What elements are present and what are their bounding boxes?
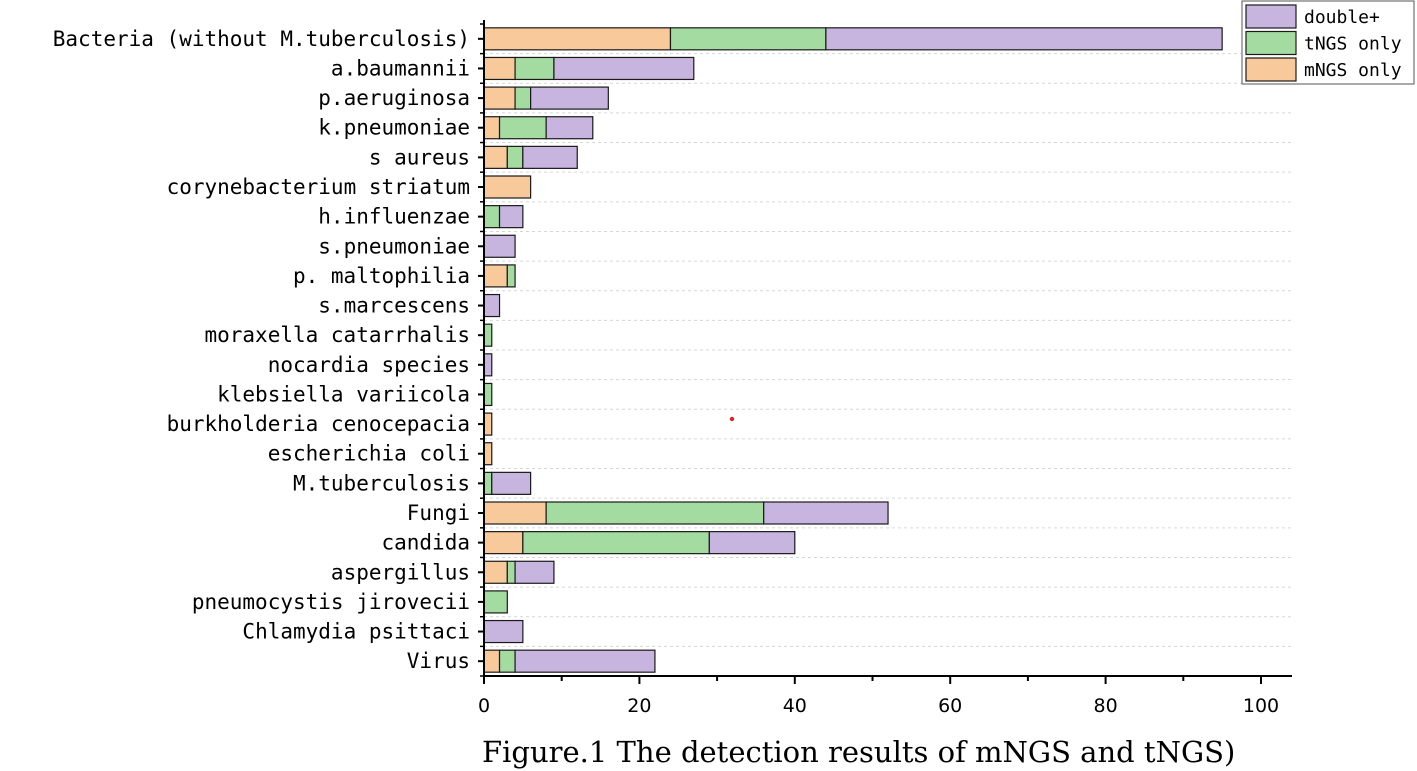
bar-segment-mngs-only xyxy=(483,649,501,673)
x-tick-label: 60 xyxy=(938,695,962,717)
bar-segment-tngs-only xyxy=(506,264,516,288)
bar-segment-mngs-only xyxy=(483,560,508,584)
bar-segment-double- xyxy=(530,86,609,110)
x-tick-label: 20 xyxy=(627,695,651,717)
bar-segment-tngs-only xyxy=(506,145,524,169)
bar-segment-tngs-only xyxy=(498,649,516,673)
bar-segment-mngs-only xyxy=(483,442,493,466)
bar-segment-tngs-only xyxy=(514,86,532,110)
legend-swatch xyxy=(1245,4,1297,29)
bar-segment-mngs-only xyxy=(483,501,547,525)
bar-segment-tngs-only xyxy=(506,560,516,584)
bar-segment-double- xyxy=(483,234,516,258)
bar-segment-tngs-only xyxy=(483,205,501,229)
bar-segment-mngs-only xyxy=(483,56,516,81)
bar-segment-mngs-only xyxy=(483,145,508,169)
bar-segment-tngs-only xyxy=(498,116,547,140)
category-label: aspergillus xyxy=(331,560,470,584)
bar-segment-double- xyxy=(708,531,796,555)
legend-label: double+ xyxy=(1304,7,1380,28)
category-label: s aureus xyxy=(369,145,470,169)
category-label: M.tuberculosis xyxy=(293,471,470,495)
category-label: Virus xyxy=(407,649,470,673)
bar-segment-double- xyxy=(483,353,493,377)
category-label: Bacteria (without M.tuberculosis) xyxy=(53,27,470,51)
bar-segment-tngs-only xyxy=(522,531,710,555)
x-tick-label: 40 xyxy=(783,695,807,717)
category-label: Fungi xyxy=(407,501,470,525)
bar-segment-double- xyxy=(545,116,594,140)
bar-segment-mngs-only xyxy=(483,116,501,140)
category-label: escherichia coli xyxy=(268,442,470,466)
category-label: s.pneumoniae xyxy=(318,234,470,258)
category-label: p. maltophilia xyxy=(293,264,470,288)
axes: 0 20 40 60 80 100 xyxy=(478,20,1292,717)
bar-segment-double- xyxy=(514,649,656,673)
category-label: nocardia species xyxy=(268,353,470,377)
bar-segment-tngs-only xyxy=(483,382,493,407)
bar-segment-double- xyxy=(498,205,524,229)
category-label: h.influenzae xyxy=(318,205,470,229)
bar-segment-double- xyxy=(514,560,555,584)
category-label: moraxella catarrhalis xyxy=(204,323,470,347)
bar-segment-mngs-only xyxy=(483,86,516,110)
category-label: Chlamydia psittaci xyxy=(242,620,470,644)
bar-segment-mngs-only xyxy=(483,531,524,555)
bar-segment-double- xyxy=(483,293,501,318)
bar-segment-mngs-only xyxy=(483,412,493,436)
bar-segment-double- xyxy=(763,501,889,525)
bar-segment-mngs-only xyxy=(483,175,532,199)
category-label: burkholderia cenocepacia xyxy=(167,412,470,436)
x-tick-label: 80 xyxy=(1094,695,1118,717)
legend-swatch xyxy=(1245,30,1297,56)
bar-segment-double- xyxy=(825,27,1223,51)
bar-segment-tngs-only xyxy=(545,501,765,525)
x-tick-label: 100 xyxy=(1243,695,1279,717)
category-label: candida xyxy=(381,531,470,555)
bar-segment-tngs-only xyxy=(669,27,827,51)
bar-segment-tngs-only xyxy=(483,323,493,347)
bar-segment-tngs-only xyxy=(483,471,493,495)
legend-swatch xyxy=(1245,57,1297,82)
legend-label: tNGS only xyxy=(1304,34,1402,55)
category-label: pneumocystis jirovecii xyxy=(192,590,470,614)
bar-segment-tngs-only xyxy=(514,56,555,81)
category-label: s.marcescens xyxy=(318,294,470,318)
legend-label: mNGS only xyxy=(1304,60,1402,81)
bar-segment-mngs-only xyxy=(483,264,508,288)
category-label: k.pneumoniae xyxy=(318,116,470,140)
figure-caption: Figure.1 The detection results of mNGS a… xyxy=(482,735,1235,769)
red-dot-marker xyxy=(729,416,735,422)
bar-segment-mngs-only xyxy=(483,27,672,51)
gridlines xyxy=(484,53,1292,647)
bar-segment-tngs-only xyxy=(483,590,508,614)
category-label: p.aeruginosa xyxy=(318,86,470,110)
category-label: klebsiella variicola xyxy=(217,382,470,406)
bar-segment-double- xyxy=(522,145,578,169)
legend: double+ tNGS only mNGS only xyxy=(1241,0,1415,85)
bar-segment-double- xyxy=(553,56,695,81)
x-tick-label: 0 xyxy=(478,695,490,717)
category-label: a.baumannii xyxy=(331,56,470,80)
bar-segment-double- xyxy=(483,619,524,644)
category-labels: Bacteria (without M.tuberculosis) a.bauma… xyxy=(53,27,470,673)
bar-segment-double- xyxy=(491,471,532,495)
category-label: corynebacterium striatum xyxy=(167,175,470,199)
